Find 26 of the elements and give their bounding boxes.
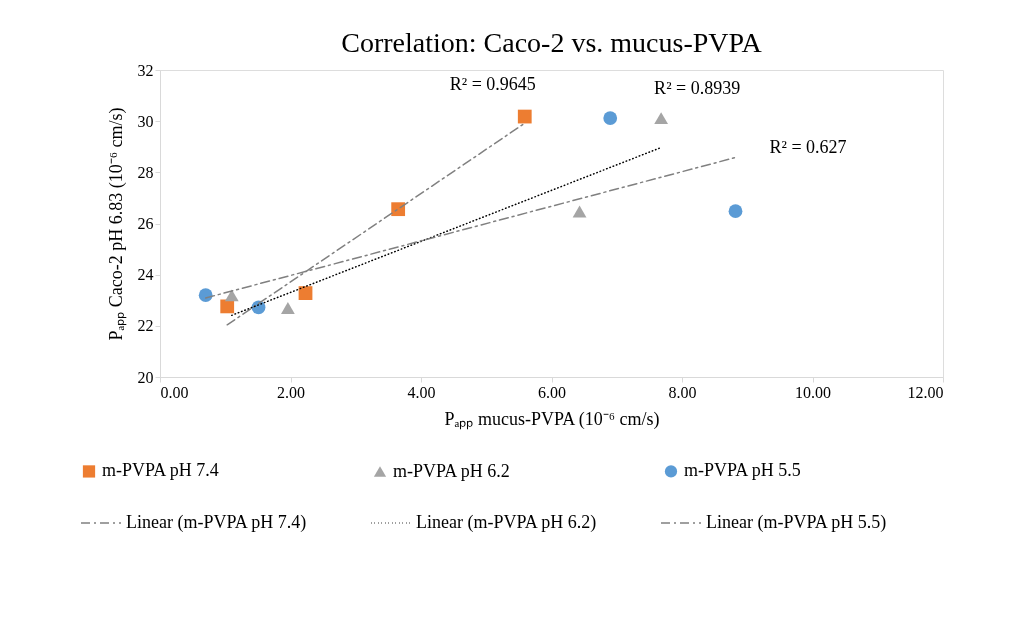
x-axis-title: Pₐₚₚ mucus-PVPA (10⁻⁶ cm/s) — [444, 408, 660, 430]
x-tick-label: 12.00 — [907, 383, 944, 401]
legend-label: Linear (m-PVPA pH 5.5) — [706, 512, 887, 533]
legend-label: m-PVPA pH 7.4 — [102, 460, 219, 481]
x-tick-label: 4.00 — [407, 383, 436, 401]
legend-label: Linear (m-PVPA pH 7.4) — [126, 512, 307, 533]
y-axis-title: Pₐₚₚ Caco-2 pH 6.83 (10⁻⁶ cm/s) — [105, 107, 127, 341]
y-tick-label: 20 — [137, 368, 154, 386]
x-tick-label: 0.00 — [160, 383, 189, 401]
x-tick-label: 10.00 — [795, 383, 831, 401]
annotation: R² = 0.9645 — [449, 74, 536, 95]
y-tick-label: 28 — [137, 163, 154, 181]
annotation: R² = 0.627 — [769, 137, 847, 158]
x-tick-label: 2.00 — [277, 383, 305, 401]
y-tick-label: 32 — [137, 61, 154, 79]
chart-title: Correlation: Caco-2 vs. mucus-PVPA — [341, 27, 763, 58]
y-tick-label: 24 — [137, 266, 154, 284]
x-tick-label: 8.00 — [668, 383, 697, 401]
annotation: R² = 0.8939 — [654, 77, 741, 98]
legend-label: m-PVPA pH 6.2 — [393, 460, 510, 481]
y-tick-label: 22 — [137, 317, 154, 335]
legend-label: m-PVPA pH 5.5 — [684, 460, 801, 481]
x-tick-label: 6.00 — [538, 383, 566, 401]
y-tick-label: 26 — [137, 215, 154, 232]
y-tick-label: 30 — [137, 112, 154, 130]
legend-label: Linear (m-PVPA pH 6.2) — [416, 512, 597, 533]
